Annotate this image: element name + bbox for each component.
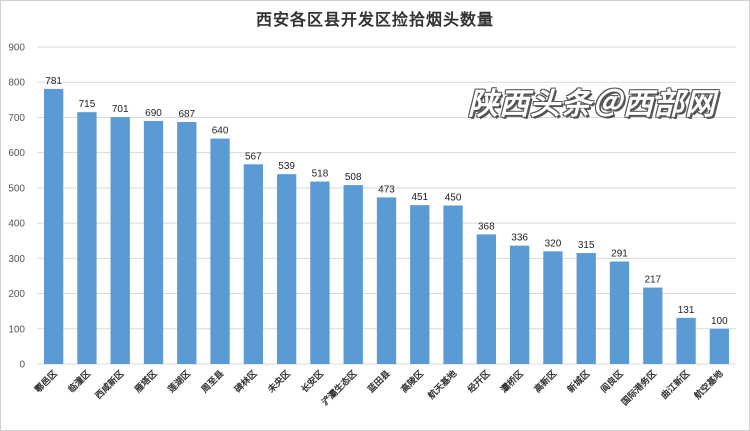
y-tick-label: 600 [8,148,25,159]
x-tick-label: 国际港务区 [619,368,659,408]
data-label: 100 [711,316,728,327]
y-tick-label: 300 [8,254,25,265]
data-label: 715 [79,99,96,110]
x-tick-label: 蓝田县 [365,368,393,396]
data-label: 690 [145,108,162,119]
y-tick-label: 200 [8,289,25,300]
data-label: 315 [578,240,595,251]
data-label: 451 [411,192,428,203]
bar [376,197,397,364]
x-tick-label: 高陵区 [398,368,426,396]
data-label: 368 [478,221,495,232]
x-tick-label: 碑林区 [232,368,260,396]
watermark: 陕西头条＠西部网 [468,87,716,122]
data-label: 320 [545,238,562,249]
bar [543,251,563,364]
data-label: 539 [278,161,295,172]
x-tick-label: 航天基地 [425,368,459,402]
x-tick-label: 长安区 [298,368,326,396]
chart-title: 西安各区县开发区捡拾烟头数量 [255,10,494,29]
x-tick-label: 航空基地 [692,368,726,402]
data-label: 217 [644,275,661,286]
bar [410,205,430,364]
bar [609,261,630,364]
bar [476,234,497,364]
x-tick-label: 阎良区 [598,368,626,396]
y-tick-label: 900 [8,43,25,54]
data-labels: 781 715 701 690 687 640 567 539 518 508 473 451 450 3… [45,76,728,327]
bar [77,112,97,365]
bar [643,287,663,364]
x-tick-label: 西咸新区 [92,368,126,402]
bar [443,205,463,364]
data-label: 291 [611,249,628,260]
x-tick-label: 灞桥区 [498,368,526,396]
bar [110,117,130,364]
y-tick-label: 800 [8,78,25,89]
bar [210,138,230,364]
y-axis: 0 100 200 300 400 500 600 700 800 900 [8,43,25,371]
x-tick-label: 浐灞生态区 [319,368,359,408]
x-tick-label: 曲江新区 [658,368,692,402]
data-label: 640 [212,126,229,137]
bar [43,88,64,365]
data-label: 687 [178,109,195,120]
bar [676,317,696,364]
data-label: 336 [511,233,528,244]
x-tick-label: 临潼区 [65,368,93,396]
data-label: 508 [345,172,362,183]
y-tick-label: 400 [8,219,25,230]
x-tick-label: 高新区 [531,368,559,396]
x-tick-label: 周至县 [199,368,226,395]
x-tick-label: 新城区 [565,368,593,396]
bars [43,88,730,365]
y-tick-label: 500 [8,183,25,194]
bar [243,164,264,364]
bar [509,245,530,364]
y-tick-label: 0 [19,360,25,371]
bar [709,328,730,364]
data-label: 131 [678,305,695,316]
bar [177,122,197,364]
x-tick-label: 未央区 [264,368,292,396]
x-tick-label: 雁塔区 [132,368,160,396]
bar [276,174,297,364]
data-label: 567 [245,151,262,162]
y-tick-label: 100 [8,324,25,335]
data-label: 781 [45,76,62,87]
bar [310,181,330,364]
bar [576,253,596,364]
y-tick-label: 700 [8,113,25,124]
x-tick-label: 莲湖区 [165,368,193,396]
bar [143,120,164,364]
x-tick-label: 鄠邑区 [33,368,60,395]
x-tick-label: 经开区 [465,368,493,396]
category-labels: 鄠邑区 临潼区 西咸新区 雁塔区 莲湖区 周至县 碑林区 未央区 长安区浐灞生态区 蓝田县 高陵区航… [33,368,726,408]
data-label: 518 [312,169,329,180]
bar [343,185,363,364]
data-label: 450 [445,193,462,204]
data-label: 701 [112,104,129,115]
data-label: 473 [378,184,395,195]
